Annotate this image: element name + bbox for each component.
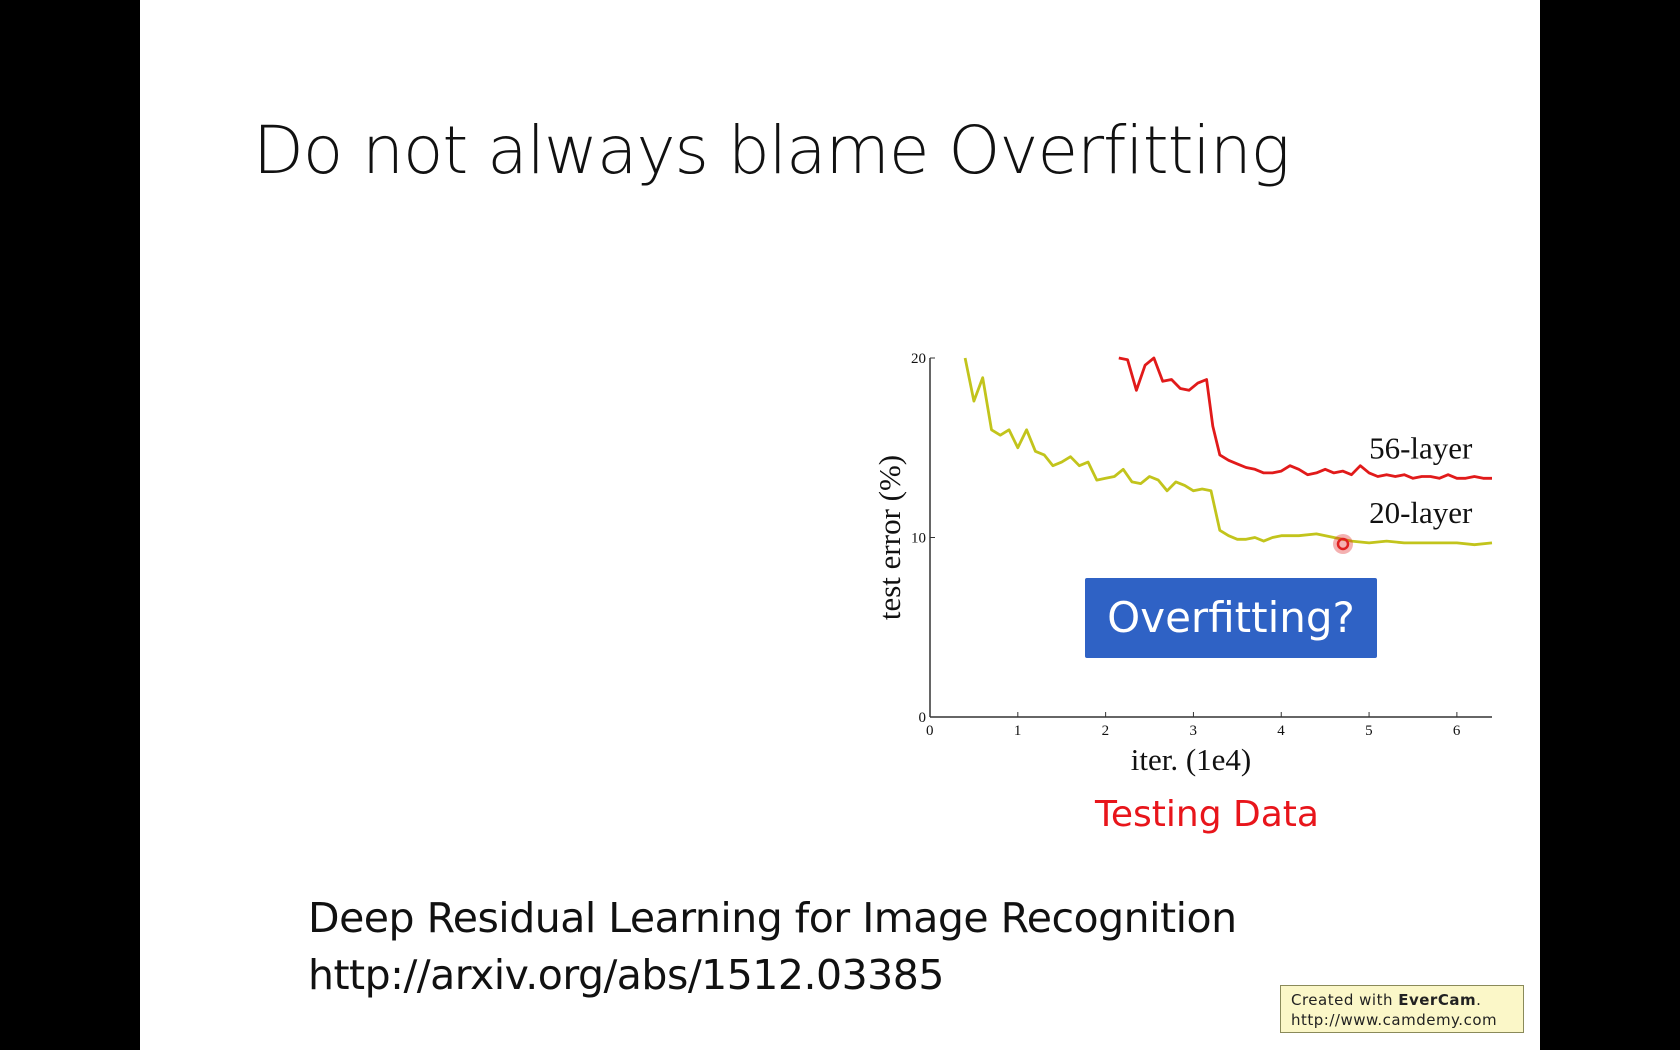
watermark-prefix: Created with bbox=[1291, 991, 1399, 1009]
callout-label: Overfitting? bbox=[1107, 593, 1355, 642]
pointer-ring bbox=[1336, 537, 1350, 551]
paper-url[interactable]: http://arxiv.org/abs/1512.03385 bbox=[308, 951, 944, 999]
series-line-20-layer bbox=[963, 357, 1493, 547]
y-axis-label: test error (%) bbox=[872, 455, 907, 620]
paper-title: Deep Residual Learning for Image Recogni… bbox=[308, 894, 1237, 942]
slide-title: Do not always blame Overfitting bbox=[253, 112, 1290, 189]
pointer-glow bbox=[1333, 534, 1353, 554]
test-error-chart: 0 1 2 3 4 5 6 0 10 20 iter. (1e4) test error (%) 56… bbox=[872, 351, 1493, 835]
x-tick-label: 0 bbox=[926, 723, 934, 739]
chart-overlay: Overfitting? Testing Data bbox=[1085, 534, 1377, 835]
paper-reference: Deep Residual Learning for Image Recogni… bbox=[308, 890, 1237, 1004]
x-tick-label: 2 bbox=[1102, 723, 1110, 739]
watermark-line1: Created with EverCam. bbox=[1291, 990, 1513, 1010]
chart-series bbox=[963, 356, 1493, 547]
x-tick-label: 4 bbox=[1277, 723, 1285, 739]
y-tick-label: 20 bbox=[911, 351, 926, 367]
overfitting-callout: Overfitting? bbox=[1085, 578, 1377, 658]
y-tick-label: 0 bbox=[919, 710, 927, 726]
series-annotation-20-layer: 20-layer bbox=[1369, 495, 1473, 530]
x-tick-label: 6 bbox=[1453, 723, 1461, 739]
series-annotation-56-layer: 56-layer bbox=[1369, 431, 1473, 466]
chart-labels: 56-layer 20-layer bbox=[1369, 431, 1473, 531]
y-tick-label: 10 bbox=[911, 531, 926, 547]
x-tick-label: 5 bbox=[1365, 723, 1373, 739]
watermark-url[interactable]: http://www.camdemy.com bbox=[1291, 1011, 1498, 1029]
x-tick-label: 3 bbox=[1189, 723, 1197, 739]
x-axis-label: iter. (1e4) bbox=[1131, 742, 1252, 777]
evercam-watermark: Created with EverCam. http://www.camdemy… bbox=[1280, 985, 1524, 1033]
watermark-suffix: . bbox=[1476, 991, 1482, 1009]
callout-box bbox=[1085, 578, 1377, 658]
watermark-brand: EverCam bbox=[1398, 991, 1477, 1009]
laser-pointer-icon bbox=[1333, 534, 1353, 554]
chart-caption: Testing Data bbox=[1094, 794, 1319, 835]
x-tick-label: 1 bbox=[1014, 723, 1022, 739]
chart-axes: 0 1 2 3 4 5 6 0 10 20 iter. (1e4) test error (%) bbox=[872, 351, 1492, 777]
series-line-56-layer bbox=[1118, 356, 1492, 480]
